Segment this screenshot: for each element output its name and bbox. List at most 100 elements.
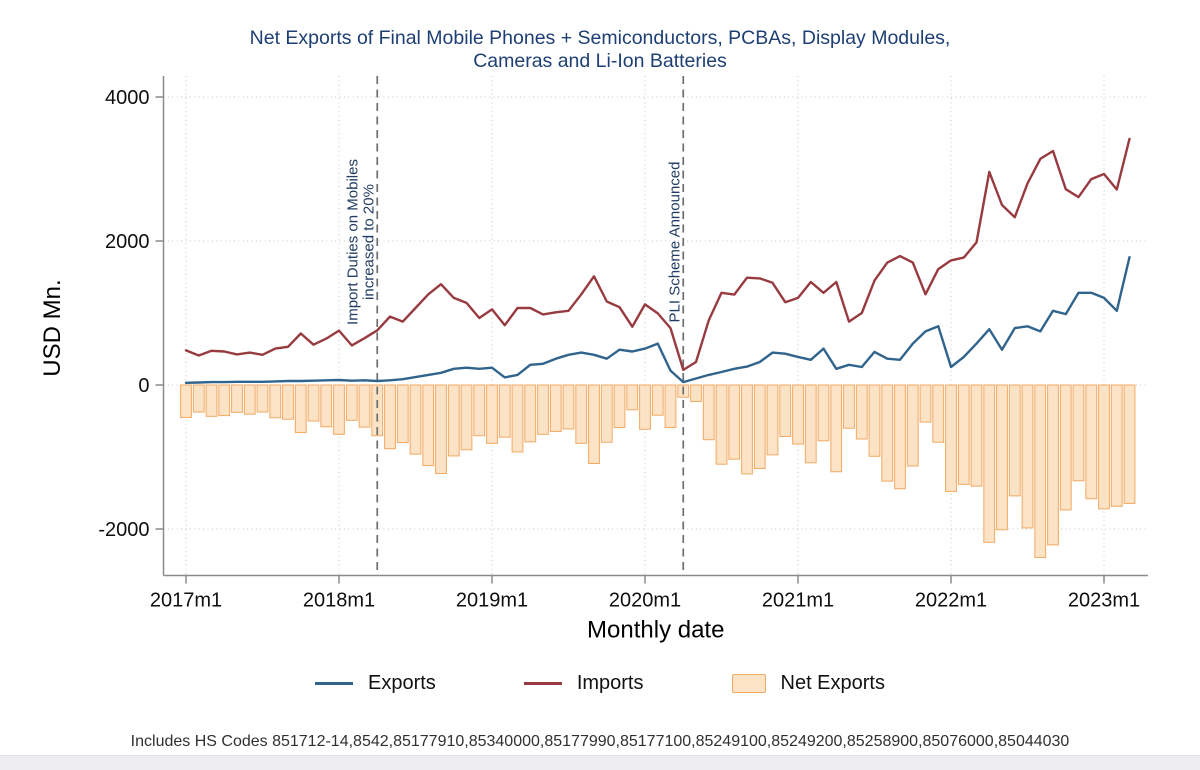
net-exports-bar <box>830 384 843 473</box>
net-exports-bar <box>486 384 498 444</box>
net-exports-bar <box>549 384 562 432</box>
imports-line <box>184 137 1131 372</box>
legend-item-exports: Exports <box>315 672 436 695</box>
net-exports-bar <box>945 384 957 493</box>
net-exports-bar <box>371 384 384 437</box>
net-exports-bar <box>626 384 639 411</box>
net-exports-bar <box>384 384 396 450</box>
axes: 4000 2000 0 -2000 2017m1 2018m1 2019m1 2020m1 20… <box>39 76 1148 644</box>
net-exports-bar <box>1085 384 1098 500</box>
net-exports-bars <box>180 384 1136 558</box>
net-exports-bar <box>613 384 626 428</box>
net-exports-bar <box>294 384 307 434</box>
hs-codes-footnote: Includes HS Codes 851712-14,8542,8517791… <box>130 733 1070 750</box>
chart-svg: 4000 2000 0 -2000 2017m1 2018m1 2019m1 2020m1 20… <box>39 76 1148 644</box>
net-exports-bar <box>1021 384 1034 529</box>
net-exports-bar <box>192 384 205 413</box>
chart-title: Net Exports of Final Mobile Phones + Sem… <box>0 27 1200 73</box>
net-exports-bar <box>524 384 537 443</box>
net-exports-bar <box>473 384 486 437</box>
net-exports-swatch <box>731 674 766 693</box>
net-exports-bar <box>855 384 868 440</box>
net-exports-bar <box>460 384 473 451</box>
event-lines <box>376 76 685 576</box>
net-exports-bar <box>435 384 447 475</box>
net-exports-bar <box>906 384 919 467</box>
net-exports-bar <box>970 384 983 487</box>
net-exports-bar <box>1059 384 1072 511</box>
net-exports-bar <box>205 384 218 417</box>
net-exports-bar <box>320 384 333 428</box>
net-exports-bar <box>1110 384 1123 507</box>
net-exports-bar <box>919 384 932 423</box>
net-exports-bar <box>358 384 371 428</box>
net-exports-bar <box>779 384 792 437</box>
net-exports-bar <box>537 384 549 435</box>
net-exports-bar <box>741 384 753 475</box>
net-exports-bar <box>422 384 435 467</box>
exports-line-swatch <box>315 682 353 685</box>
imports-line-swatch <box>523 682 562 685</box>
y-tick-label: 4000 <box>105 87 150 109</box>
x-tick-label: 2022m1 <box>915 590 987 612</box>
net-exports-bar <box>1072 384 1085 482</box>
net-exports-bar <box>702 384 715 441</box>
net-exports-bar <box>996 384 1008 531</box>
y-tick-label: 2000 <box>105 231 150 253</box>
x-axis-title: Monthly date <box>587 617 724 644</box>
y-tick-label: 0 <box>138 375 149 397</box>
net-exports-bar <box>881 384 894 482</box>
net-exports-bar <box>588 384 600 464</box>
net-exports-bar <box>282 384 294 420</box>
x-tick-label: 2023m1 <box>1068 590 1140 612</box>
net-exports-bar <box>1098 384 1110 510</box>
net-exports-bar <box>1123 384 1136 504</box>
event-label-2018m4: Import Duties on Mobiles <box>344 159 361 325</box>
legend-label-net-exports: Net Exports <box>780 672 885 694</box>
net-exports-bar <box>651 384 664 416</box>
net-exports-bar <box>753 384 766 470</box>
net-exports-bar <box>983 384 996 543</box>
chart-legend: Exports Imports Net Exports <box>0 672 1200 695</box>
net-exports-bar <box>345 384 358 421</box>
window-bottom-strip <box>0 755 1200 770</box>
legend-label-imports: Imports <box>576 672 644 694</box>
net-exports-bar <box>333 384 345 435</box>
net-exports-bar <box>307 384 320 422</box>
net-exports-bar <box>766 384 779 456</box>
net-exports-bar <box>409 384 422 455</box>
net-exports-bar <box>639 384 651 430</box>
net-exports-bar <box>932 384 945 443</box>
exports-line <box>184 256 1131 384</box>
y-tick-label: -2000 <box>98 519 149 541</box>
legend-item-net-exports: Net Exports <box>731 672 885 695</box>
y-axis-title: USD Mn. <box>39 279 66 376</box>
event-labels: Import Duties on Mobiles increased to 20%… <box>344 159 683 325</box>
net-exports-bar <box>715 384 728 465</box>
net-exports-bar <box>269 384 282 419</box>
net-exports-bar <box>231 384 243 413</box>
net-exports-bar <box>1047 384 1059 546</box>
net-exports-bar <box>664 384 677 428</box>
x-tick-label: 2018m1 <box>303 590 375 612</box>
net-exports-bar <box>396 384 409 444</box>
x-tick-label: 2019m1 <box>456 590 528 612</box>
net-exports-bar <box>728 384 741 460</box>
net-exports-bar <box>817 384 830 442</box>
legend-item-imports: Imports <box>523 672 644 695</box>
net-exports-bar <box>1034 384 1047 558</box>
event-label-2018m4: increased to 20% <box>360 184 377 300</box>
net-exports-bar <box>843 384 855 429</box>
net-exports-bar <box>562 384 575 430</box>
net-exports-bar <box>894 384 906 490</box>
net-exports-bar <box>511 384 524 453</box>
net-exports-bar <box>868 384 881 457</box>
x-tick-label: 2017m1 <box>150 590 222 612</box>
event-label-2020m4: PLI Scheme Announced <box>666 162 683 323</box>
net-exports-bar <box>218 384 231 417</box>
net-exports-bar <box>792 384 804 445</box>
net-exports-bar <box>1008 384 1021 497</box>
chart-title-line-1: Net Exports of Final Mobile Phones + Sem… <box>249 27 951 49</box>
legend-label-exports: Exports <box>368 672 436 694</box>
